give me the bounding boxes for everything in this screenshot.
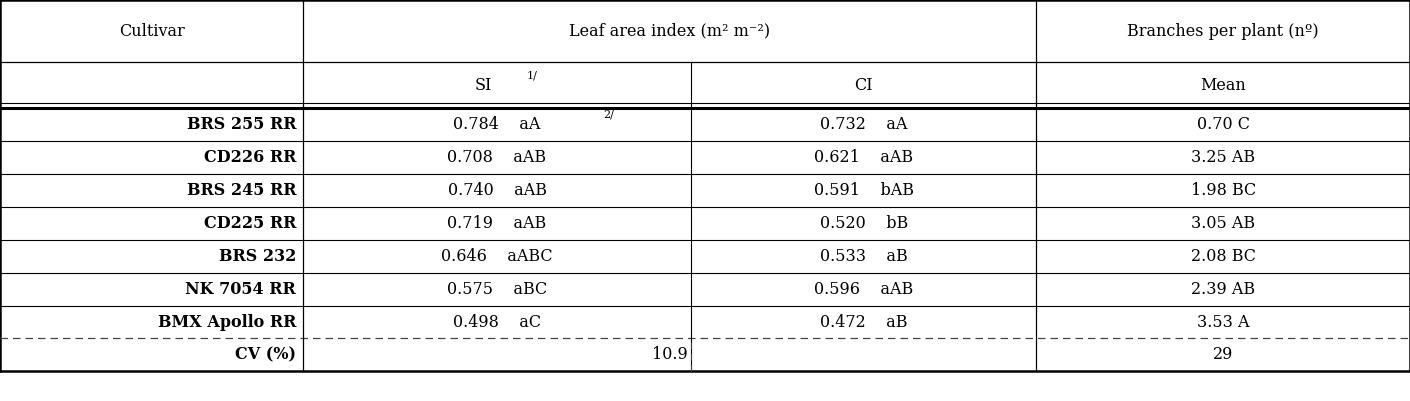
Text: CD225 RR: CD225 RR <box>203 215 296 232</box>
Text: 0.591    bAB: 0.591 bAB <box>814 182 914 199</box>
Text: 0.575    aBC: 0.575 aBC <box>447 281 547 298</box>
Text: 0.740    aAB: 0.740 aAB <box>447 182 547 199</box>
Text: SI: SI <box>474 77 492 94</box>
Text: 0.719    aAB: 0.719 aAB <box>447 215 547 232</box>
Text: 0.498    aC: 0.498 aC <box>453 314 541 330</box>
Text: 0.533    aB: 0.533 aB <box>819 248 908 265</box>
Text: 0.708    aAB: 0.708 aAB <box>447 149 547 166</box>
Text: 3.05 AB: 3.05 AB <box>1191 215 1255 232</box>
Text: Cultivar: Cultivar <box>118 22 185 40</box>
Text: 2.08 BC: 2.08 BC <box>1190 248 1256 265</box>
Text: 0.472    aB: 0.472 aB <box>819 314 908 330</box>
Text: BRS 245 RR: BRS 245 RR <box>186 182 296 199</box>
Text: BRS 255 RR: BRS 255 RR <box>186 116 296 133</box>
Text: 0.520    bB: 0.520 bB <box>819 215 908 232</box>
Text: 0.646    aABC: 0.646 aABC <box>441 248 553 265</box>
Text: 2.39 AB: 2.39 AB <box>1191 281 1255 298</box>
Text: 0.621    aAB: 0.621 aAB <box>814 149 914 166</box>
Text: CD226 RR: CD226 RR <box>203 149 296 166</box>
Text: Leaf area index (m² m⁻²): Leaf area index (m² m⁻²) <box>570 22 770 40</box>
Text: 2/: 2/ <box>603 110 613 119</box>
Text: BMX Apollo RR: BMX Apollo RR <box>158 314 296 330</box>
Text: CV (%): CV (%) <box>235 346 296 363</box>
Text: Mean: Mean <box>1200 77 1246 94</box>
Text: 29: 29 <box>1213 346 1234 363</box>
Text: 3.53 A: 3.53 A <box>1197 314 1249 330</box>
Text: 0.732    aA: 0.732 aA <box>821 116 907 133</box>
Text: BRS 232: BRS 232 <box>219 248 296 265</box>
Text: NK 7054 RR: NK 7054 RR <box>185 281 296 298</box>
Text: 10.9: 10.9 <box>651 346 688 363</box>
Text: 0.596    aAB: 0.596 aAB <box>814 281 914 298</box>
Text: 0.70 C: 0.70 C <box>1197 116 1249 133</box>
Text: 1.98 BC: 1.98 BC <box>1190 182 1256 199</box>
Text: Branches per plant (nº): Branches per plant (nº) <box>1128 22 1318 40</box>
Text: 1/: 1/ <box>527 70 537 80</box>
Text: CI: CI <box>854 77 873 94</box>
Text: 3.25 AB: 3.25 AB <box>1191 149 1255 166</box>
Text: 0.784    aA: 0.784 aA <box>454 116 540 133</box>
